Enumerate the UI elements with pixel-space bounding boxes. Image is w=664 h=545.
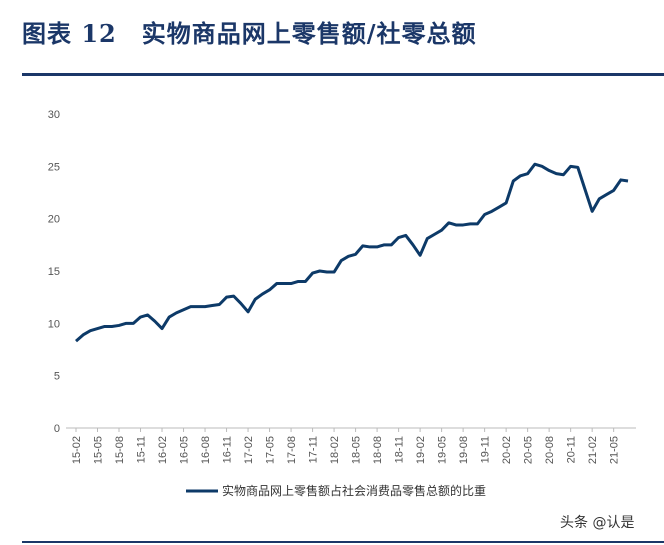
x-tick-label: 15-08 [114,436,126,464]
watermark: 头条 @认是 [560,515,635,531]
x-tick-label: 20-08 [544,436,556,464]
x-tick-label: 18-08 [372,436,384,464]
x-tick-label: 17-05 [265,436,277,464]
y-tick-label: 25 [48,161,60,173]
x-tick-label: 16-05 [179,436,191,464]
x-tick-label: 15-05 [93,436,105,464]
x-tick-label: 17-11 [308,436,320,463]
figure-title: 图表 12 实物商品网上零售额/社零总额 [22,19,477,48]
y-tick-label: 20 [48,214,60,226]
x-tick-label: 17-02 [243,436,255,464]
x-tick-label: 21-02 [587,436,599,464]
x-tick-label: 15-02 [71,436,83,464]
x-tick-label: 19-02 [415,436,427,464]
x-tick-label: 15-11 [136,436,148,463]
x-tick-label: 17-08 [286,436,298,464]
x-tick-label: 19-08 [458,436,470,464]
y-tick-label: 15 [48,266,60,278]
y-tick-label: 10 [48,318,60,330]
y-tick-label: 30 [48,109,60,121]
y-tick-label: 0 [54,423,60,435]
x-tick-label: 16-02 [157,436,169,464]
x-tick-label: 18-11 [394,436,406,463]
legend-label: 实物商品网上零售额占社会消费品零售总额的比重 [222,483,486,498]
series-line [75,162,629,343]
x-tick-label: 20-05 [523,436,535,464]
x-tick-label: 16-11 [222,436,234,463]
top-divider [22,73,664,76]
x-tick-label: 18-02 [329,436,341,464]
bottom-divider [22,541,664,543]
x-tick-label: 21-05 [609,436,621,464]
x-tick-label: 19-11 [480,436,492,463]
x-tick-label: 20-11 [566,436,578,463]
x-tick-label: 19-05 [437,436,449,464]
y-tick-label: 5 [54,371,60,383]
x-tick-label: 20-02 [501,436,513,464]
x-tick-label: 16-08 [200,436,212,464]
x-tick-label: 18-05 [351,436,363,464]
